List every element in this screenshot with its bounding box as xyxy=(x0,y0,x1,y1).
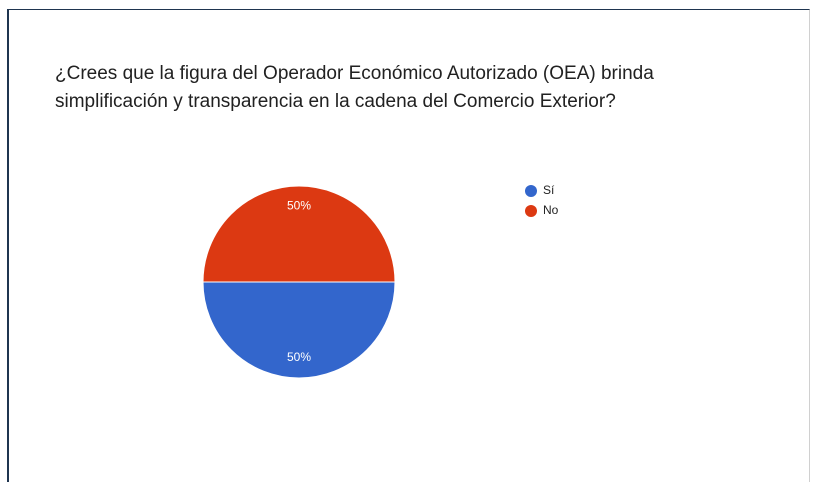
legend-swatch xyxy=(525,205,537,217)
legend-swatch xyxy=(525,185,537,197)
chart-title: ¿Crees que la figura del Operador Económ… xyxy=(55,63,654,112)
pie-slice xyxy=(202,185,396,283)
legend-label: No xyxy=(543,203,559,217)
card xyxy=(7,9,810,482)
legend-label: Sí xyxy=(543,183,555,197)
pie-slice xyxy=(202,281,396,379)
slice-label: 50% xyxy=(287,350,311,364)
slice-label: 50% xyxy=(287,198,311,212)
